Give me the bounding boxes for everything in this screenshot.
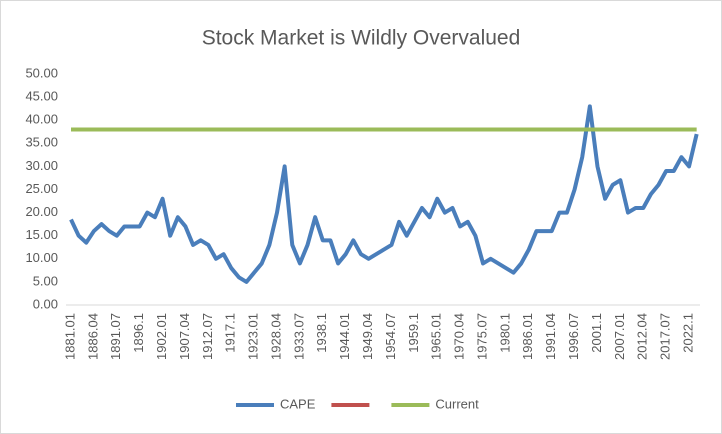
x-tick-label: 1996.07 [566,313,581,360]
x-tick-label: 2022.1 [680,313,695,353]
x-tick-label: 1886.04 [85,313,100,360]
y-tick-label: 30.00 [25,158,58,173]
x-tick-label: 1970.04 [452,313,467,360]
y-tick-label: 15.00 [25,227,58,242]
x-tick-label: 1923.01 [246,313,261,360]
x-tick-label: 2017.07 [658,313,673,360]
x-tick-label: 1881.01 [62,313,77,360]
x-tick-label: 1938.1 [314,313,329,353]
legend-label: CAPE [280,396,316,411]
x-tick-label: 1912.07 [200,313,215,360]
x-tick-label: 1991.04 [543,313,558,360]
x-tick-label: 1975.07 [474,313,489,360]
y-tick-label: 45.00 [25,89,58,104]
x-tick-label: 2007.01 [612,313,627,360]
x-tick-label: 1980.1 [497,313,512,353]
x-tick-label: 1965.01 [429,313,444,360]
x-tick-label: 1949.04 [360,313,375,360]
y-tick-label: 35.00 [25,135,58,150]
series-line [69,104,699,284]
x-tick-label: 1928.04 [268,313,283,360]
x-tick-label: 1959.1 [406,313,421,353]
y-tick-label: 5.00 [33,273,58,288]
y-tick-label: 20.00 [25,204,58,219]
x-tick-label: 1986.01 [520,313,535,360]
x-tick-label: 1907.04 [177,313,192,360]
x-tick-label: 2001.1 [589,313,604,353]
y-tick-label: 40.00 [25,112,58,127]
x-tick-label: 1902.01 [154,313,169,360]
x-tick-label: 1896.1 [131,313,146,353]
x-tick-label: 1891.07 [108,313,123,360]
y-tick-label: 10.00 [25,250,58,265]
x-tick-label: 2012.04 [635,313,650,360]
x-tick-label: 1933.07 [291,313,306,360]
y-tick-label: 50.00 [25,65,58,80]
x-tick-label: 1944.01 [337,313,352,360]
chart-title: Stock Market is Wildly Overvalued [202,27,521,50]
x-tick-label: 1954.07 [383,313,398,360]
legend-label: Current [435,396,479,411]
y-tick-label: 0.00 [33,296,58,311]
y-tick-label: 25.00 [25,181,58,196]
x-tick-label: 1917.1 [223,313,238,353]
